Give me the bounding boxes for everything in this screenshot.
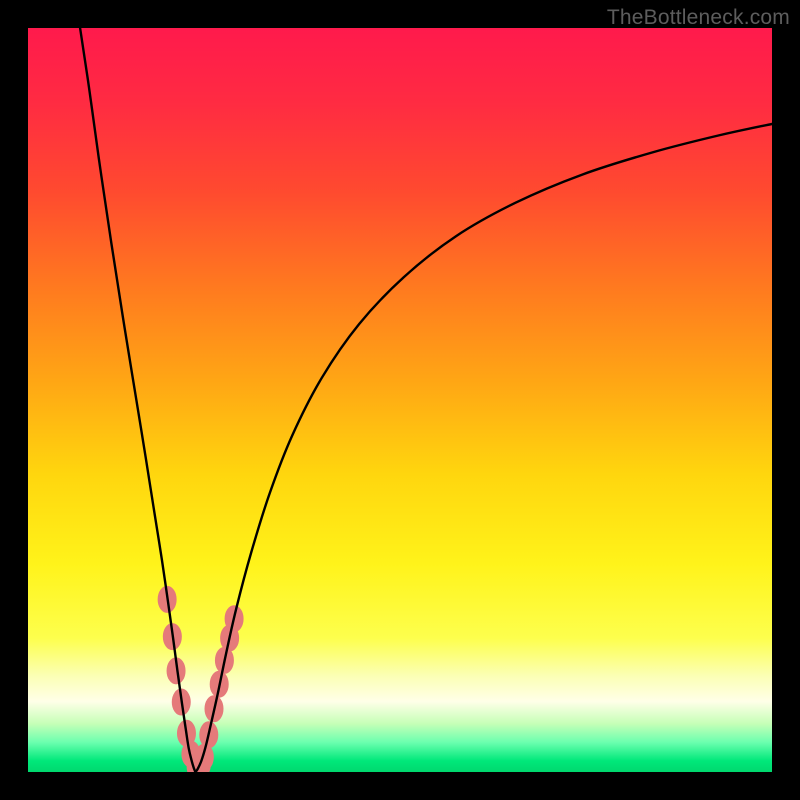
chart-container: TheBottleneck.com <box>0 0 800 800</box>
bottleneck-curve-chart <box>0 0 800 800</box>
watermark-text: TheBottleneck.com <box>607 6 790 30</box>
chart-background-gradient <box>28 28 772 772</box>
